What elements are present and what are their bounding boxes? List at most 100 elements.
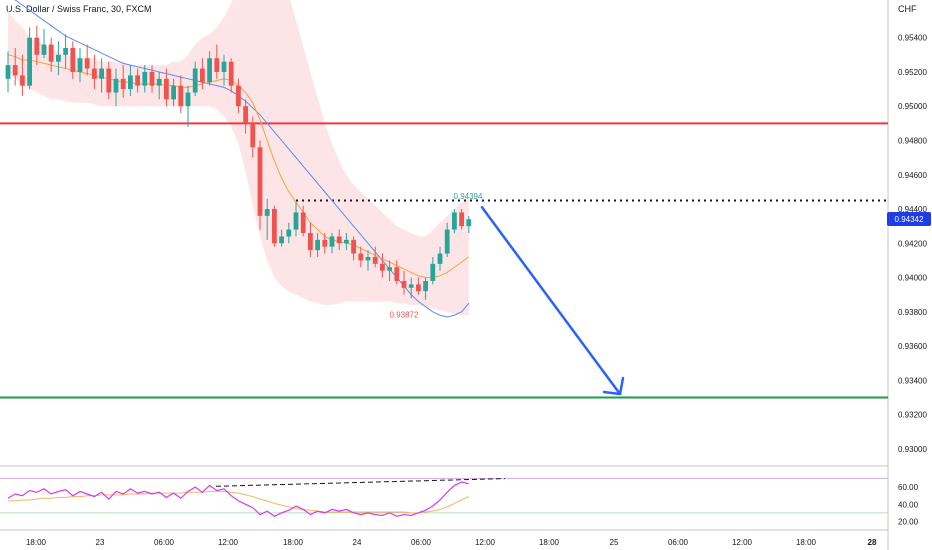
candle-body	[430, 263, 436, 281]
x-tick-label: 23	[96, 538, 105, 547]
y-tick-label: 0.93400	[898, 376, 927, 385]
candle-body	[243, 106, 248, 124]
candle-body	[185, 92, 191, 107]
x-tick-label: 12:00	[475, 538, 496, 547]
rsi-tick-label: 20.00	[898, 517, 919, 526]
candle-body	[351, 239, 356, 254]
last-price-label: 0.94342	[895, 215, 924, 224]
y-tick-label: 0.94200	[898, 239, 927, 248]
y-tick-label: 0.93000	[898, 445, 927, 454]
low-price-label: 0.93872	[390, 310, 419, 319]
chart-title: U.S. Dollar / Swiss Franc, 30, FXCM	[6, 4, 152, 14]
candle-body	[106, 68, 112, 93]
x-tick-label: 18:00	[796, 538, 817, 547]
candle-body	[264, 209, 270, 216]
candle-body	[257, 147, 263, 216]
candle-body	[437, 253, 443, 264]
candle-body	[34, 37, 40, 55]
candle-body	[214, 58, 220, 72]
candle-body	[372, 256, 378, 264]
y-tick-label: 0.95000	[898, 102, 927, 111]
candle-body	[113, 78, 119, 93]
band-area	[8, 0, 469, 316]
candle-body	[272, 209, 277, 244]
candle-body	[142, 71, 148, 86]
candle-body	[408, 284, 414, 288]
candle-body	[466, 219, 472, 227]
candle-body	[365, 256, 371, 261]
grid	[0, 0, 889, 550]
x-tick-label: 06:00	[411, 538, 432, 547]
candle-body	[401, 280, 407, 288]
y-tick-label: 0.94000	[898, 274, 927, 283]
y-tick-label: 0.95400	[898, 34, 927, 43]
candle-body	[164, 78, 169, 100]
x-tick-label: 18:00	[539, 538, 560, 547]
candle-body	[77, 58, 83, 72]
candle-body	[221, 61, 227, 72]
candle-body	[236, 85, 241, 107]
candle-body	[99, 68, 104, 79]
candle-body	[300, 212, 306, 233]
candle-body	[452, 212, 457, 230]
candle-body	[394, 267, 400, 281]
x-tick-label: 24	[353, 538, 362, 547]
rsi-line	[7, 481, 469, 517]
candle-body	[192, 68, 198, 93]
candle-body	[207, 58, 212, 83]
projection-arrow-head	[602, 376, 625, 396]
projection-arrow-shaft	[480, 206, 622, 396]
candle-body	[63, 47, 68, 55]
y-tick-label: 0.93800	[898, 308, 927, 317]
candle-body	[128, 75, 133, 90]
currency-label: CHF	[898, 4, 917, 14]
axes: 0.95400 0.95200 0.95000 0.94800 0.94600 0.944…	[26, 34, 931, 547]
candle-body	[48, 44, 54, 62]
candle-body	[156, 78, 162, 86]
candle-body	[228, 61, 234, 86]
x-tick-label: 28	[868, 538, 877, 547]
y-tick-label: 0.93200	[898, 411, 927, 420]
candle-body	[200, 68, 205, 83]
candle-body	[322, 239, 328, 247]
x-tick-label: 06:00	[154, 538, 175, 547]
candle-body	[358, 253, 364, 261]
candle-body	[315, 239, 320, 251]
candle-body	[380, 263, 385, 271]
x-tick-label: 18:00	[283, 538, 304, 547]
candle-body	[279, 236, 284, 244]
x-tick-label: 12:00	[732, 538, 753, 547]
candle-body	[459, 212, 464, 227]
candle-body	[135, 75, 140, 86]
x-tick-label: 12:00	[218, 538, 239, 547]
x-tick-label: 25	[610, 538, 619, 547]
rsi-tick-label: 60.00	[898, 483, 919, 492]
candle-body	[41, 44, 47, 55]
candle-body	[56, 54, 61, 62]
y-tick-label: 0.93600	[898, 342, 927, 351]
candle-body	[70, 47, 76, 72]
horizontal-levels	[0, 122, 888, 399]
y-tick-label: 0.94600	[898, 171, 927, 180]
candle-body	[344, 239, 349, 244]
candle-body	[149, 71, 155, 86]
candle-body	[20, 75, 25, 86]
candle-body	[423, 280, 428, 292]
candle-body	[387, 267, 392, 271]
rsi-tick-label: 40.00	[898, 500, 919, 509]
candle-body	[84, 58, 90, 69]
rsi-panel	[0, 478, 888, 517]
candle-body	[308, 233, 313, 251]
high-price-label: 0.94394	[454, 192, 483, 201]
candle-body	[120, 78, 126, 90]
candle-body	[5, 65, 11, 79]
x-tick-label: 18:00	[26, 538, 47, 547]
candle-body	[171, 85, 176, 100]
candle-body	[329, 236, 335, 247]
last-price-tag	[887, 211, 931, 226]
bollinger-band	[8, 0, 469, 316]
candle-body	[178, 85, 184, 107]
candle-body	[286, 229, 292, 237]
annotations: 0.94394 0.93872	[390, 192, 625, 396]
